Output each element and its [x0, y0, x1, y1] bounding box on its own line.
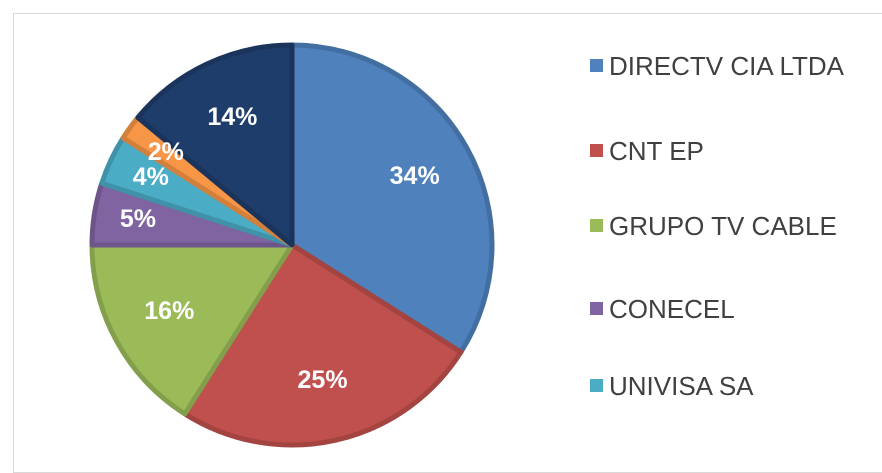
legend-label: CONECEL — [609, 294, 735, 324]
data-label: 14% — [207, 103, 257, 131]
legend-swatch — [590, 144, 603, 157]
legend-item: CONECEL — [590, 293, 867, 326]
pie-slice — [89, 242, 295, 417]
data-label: 16% — [144, 297, 194, 325]
data-label: 34% — [390, 162, 440, 190]
legend-swatch — [590, 379, 603, 392]
legend-label: CNT EP — [609, 136, 704, 166]
legend-swatch — [590, 59, 603, 72]
pie-slice — [135, 42, 295, 248]
legend-item: CNT EP — [590, 135, 867, 168]
chart: 34% 25% 16% 5% 4%2% 14% — [89, 42, 495, 448]
legend-swatch — [590, 219, 603, 232]
data-label: 25% — [298, 366, 348, 394]
legend-item: UNIVISA SA — [590, 370, 867, 403]
pie-slice — [182, 242, 464, 448]
legend-item: DIRECTV CIA LTDA — [590, 50, 867, 83]
legend-label: UNIVISA SA — [609, 371, 754, 401]
legend-label: GRUPO TV CABLE — [609, 211, 837, 241]
legend-label: DIRECTV CIA LTDA — [609, 51, 845, 81]
page: 34%25%16%5%4%2%14% (() => { const data =… — [13, 13, 882, 473]
legend-item: GRUPO TV CABLE — [590, 210, 867, 243]
data-label: 4% — [133, 163, 169, 191]
data-label: 2% — [148, 138, 184, 166]
legend-swatch — [590, 302, 603, 315]
data-label: 5% — [120, 205, 156, 233]
